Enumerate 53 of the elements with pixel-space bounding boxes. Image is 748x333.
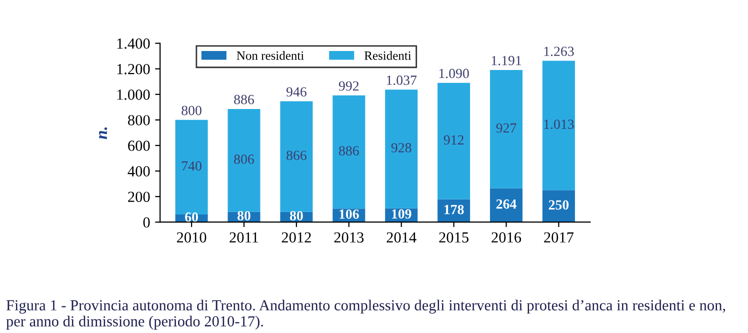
data-label: 928 <box>391 143 412 152</box>
bar <box>542 190 575 222</box>
x-tick-label: 2014 <box>386 232 416 243</box>
data-label: 250 <box>548 200 569 210</box>
legend-label: Non residenti <box>236 51 304 60</box>
data-label: 109 <box>392 209 412 219</box>
y-tick-label: 1.000 <box>117 90 150 100</box>
legend-label: Residenti <box>364 51 412 60</box>
total-label: 1.263 <box>544 46 574 56</box>
total-label: 1.090 <box>439 68 469 78</box>
data-label: 1.013 <box>544 120 574 130</box>
total-label: 1.037 <box>386 76 417 85</box>
y-tick-label: 600 <box>128 140 150 151</box>
data-label: 178 <box>444 204 464 214</box>
bar <box>438 82 470 200</box>
bar <box>542 60 575 190</box>
x-tick-label: 2013 <box>334 232 364 243</box>
data-label: 927 <box>496 123 516 133</box>
total-label: 1.191 <box>492 56 522 66</box>
y-tick-label: 1.400 <box>117 38 150 49</box>
data-label: 264 <box>496 199 516 209</box>
data-label: 866 <box>286 150 306 160</box>
bar <box>385 90 418 208</box>
bar <box>490 70 523 188</box>
y-tick-label: 0 <box>143 217 150 228</box>
data-label: 106 <box>340 209 359 219</box>
text: Figura 1 - Provincia autonoma di Trento. Andamento complessivo degli interventi di protesi d’anca in residenti e non, per anno di dimissione (periodo 2010-17). <box>6 300 726 330</box>
y-tick-label: 800 <box>128 115 150 126</box>
y-tick-label: 1.200 <box>117 64 150 74</box>
x-tick-label: 2012 <box>282 232 311 243</box>
x-tick-label: 2015 <box>439 232 468 243</box>
y-tick-label: 200 <box>128 192 150 202</box>
x-tick-label: 2011 <box>230 232 258 243</box>
x-tick-label: 2017 <box>544 232 574 243</box>
x-tick-label: 2010 <box>176 232 206 243</box>
bar <box>332 95 366 209</box>
x-tick-label: 2016 <box>492 232 522 243</box>
data-label: 80 <box>238 211 250 220</box>
total-label: 992 <box>338 81 359 91</box>
total-label: 800 <box>182 106 202 116</box>
y-tick-label: 400 <box>128 166 150 176</box>
data-label: 60 <box>185 212 198 222</box>
data-label: 740 <box>182 161 202 171</box>
data-label: 806 <box>234 154 254 164</box>
bar <box>490 188 523 222</box>
bar <box>280 101 313 212</box>
total-label: 946 <box>286 87 306 97</box>
data-label: 886 <box>339 146 359 156</box>
total-label: 886 <box>234 94 254 104</box>
data-label: 80 <box>290 211 303 220</box>
y-axis-title: n. <box>99 127 108 140</box>
data-label: 912 <box>444 135 464 145</box>
bar <box>228 108 260 212</box>
